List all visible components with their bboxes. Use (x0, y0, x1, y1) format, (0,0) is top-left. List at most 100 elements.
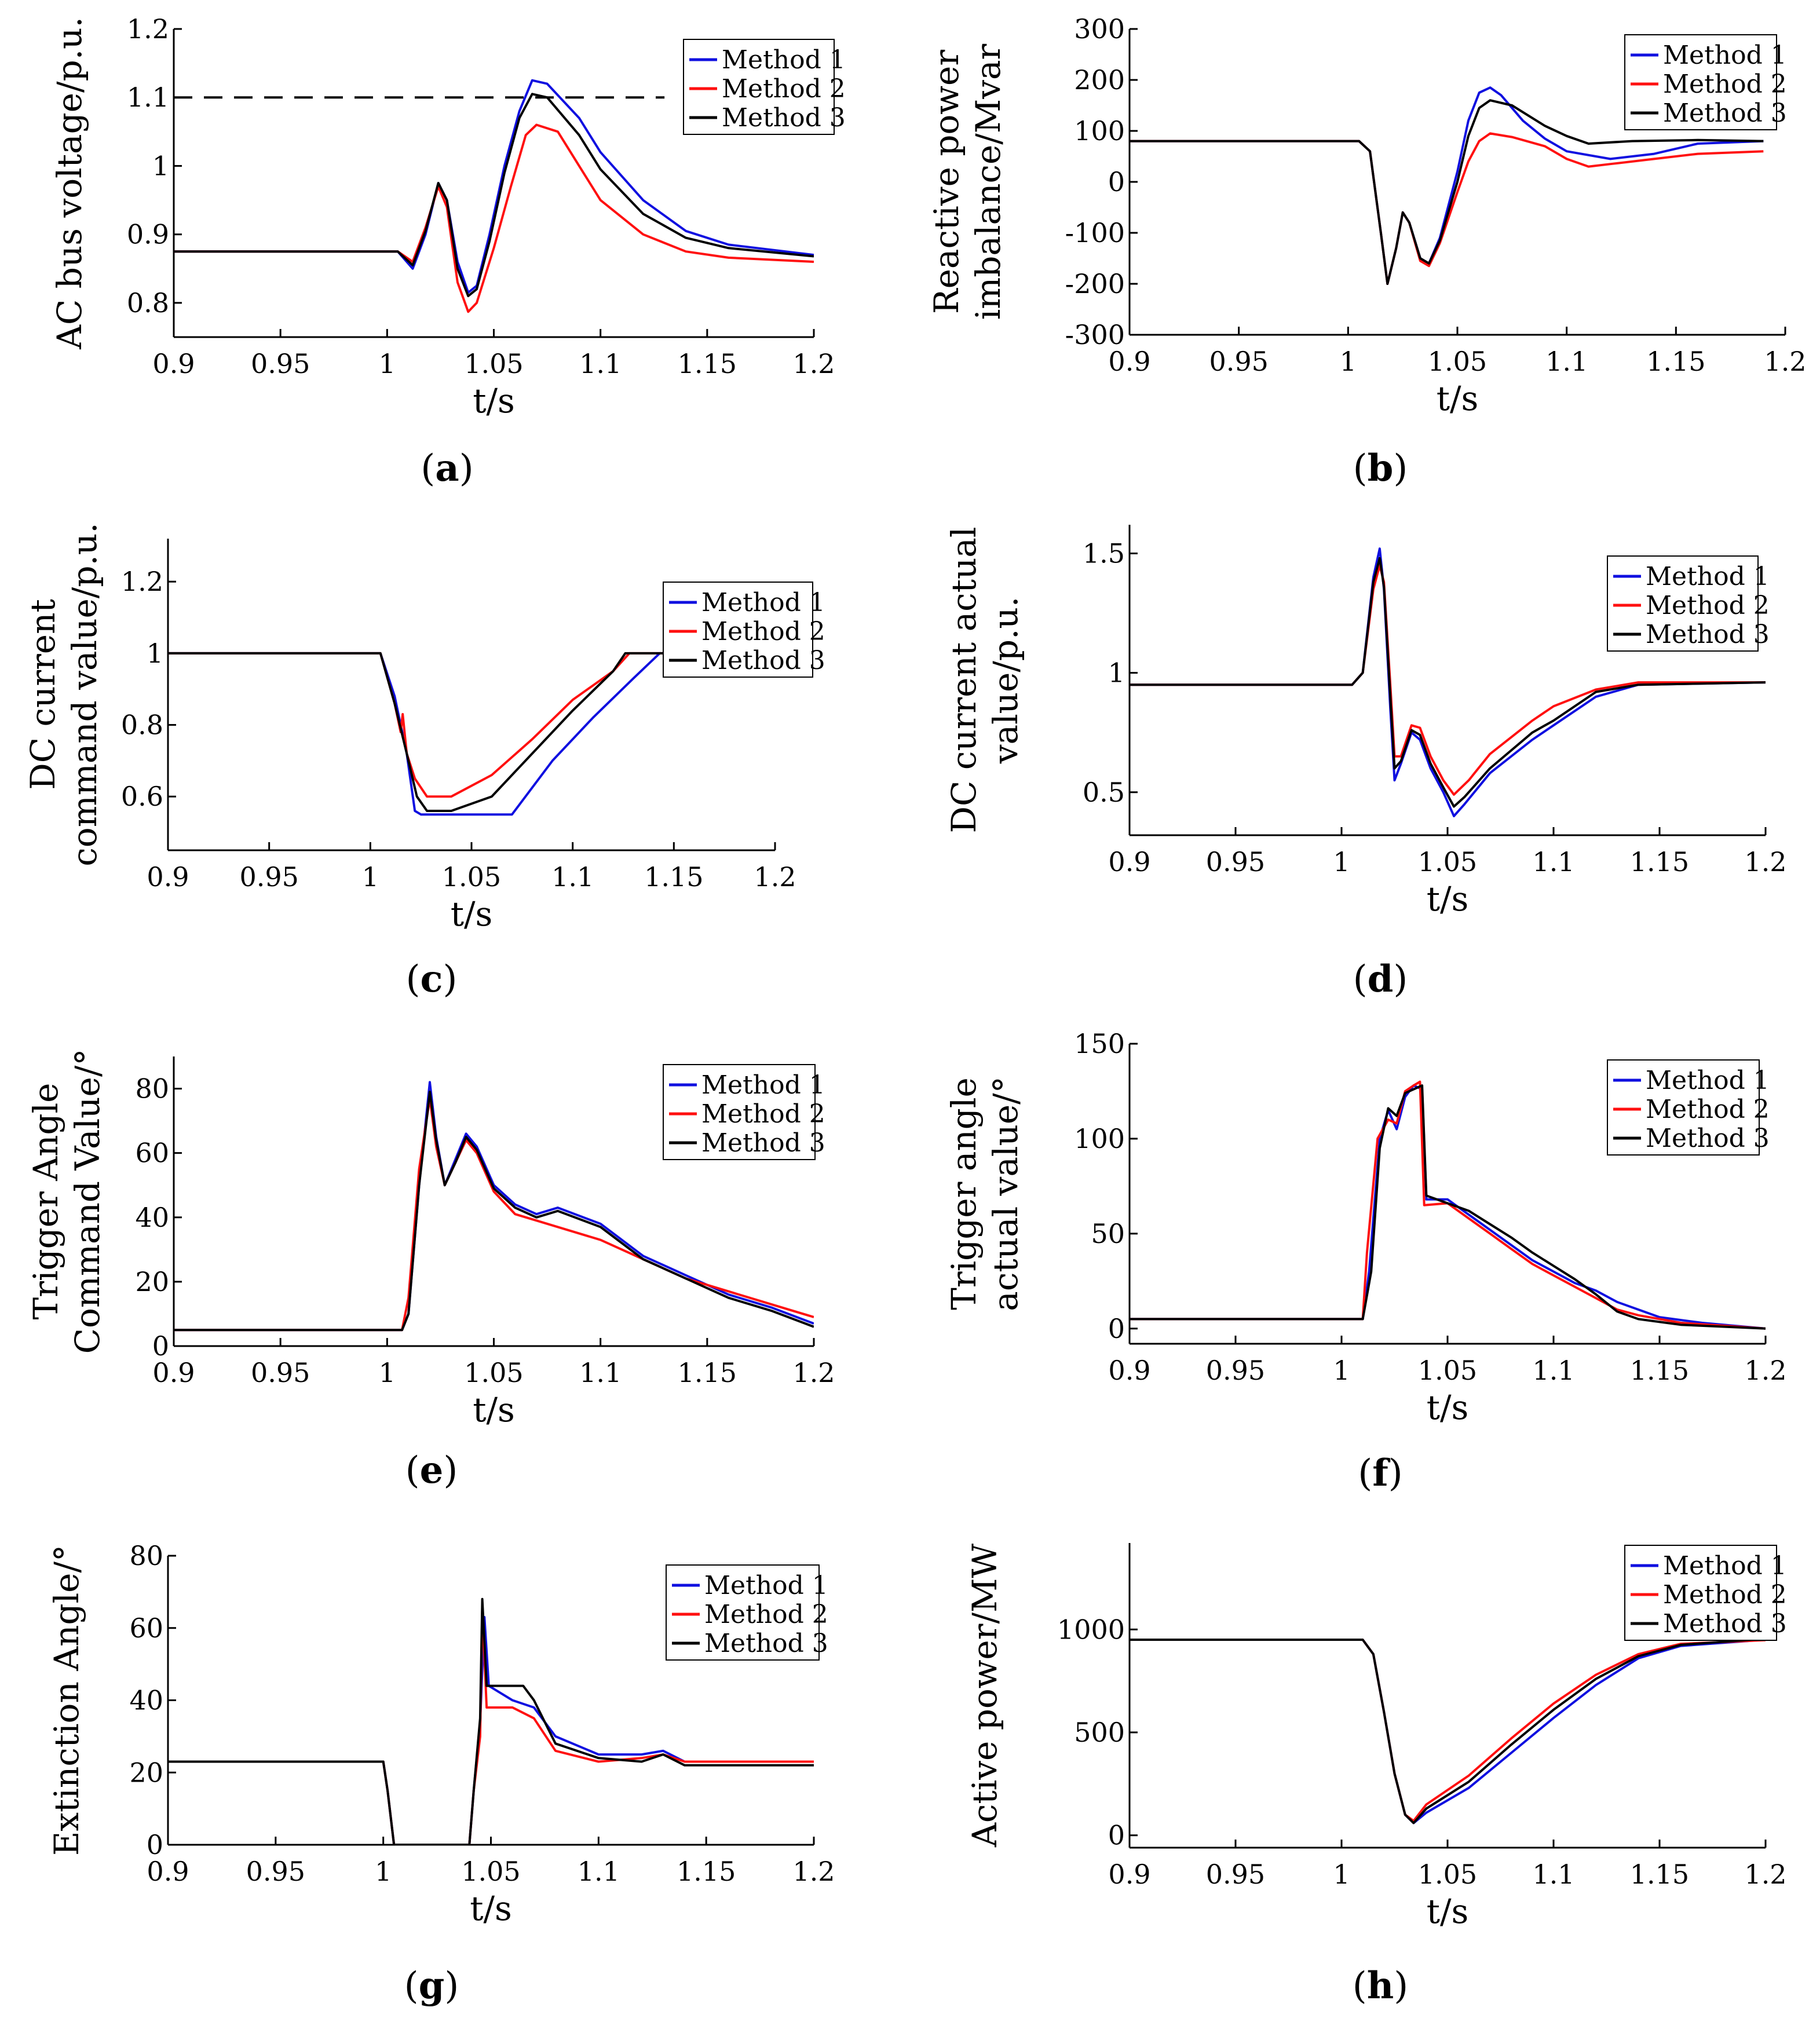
y-axis-label: DC current (23, 599, 63, 790)
legend-entry: Method 2 (701, 1099, 825, 1129)
x-tick-label: 1.1 (579, 1357, 622, 1388)
x-axis-label: t/s (1427, 879, 1469, 919)
series-line-method-3 (168, 1597, 814, 1845)
y-tick-label: 500 (1074, 1717, 1125, 1748)
series-line-method-3 (174, 1091, 814, 1332)
legend-entry: Method 3 (722, 103, 846, 133)
y-tick-label: 40 (129, 1685, 163, 1716)
y-axis-label: actual value/° (986, 1076, 1025, 1311)
series-line-method-3 (1130, 99, 1764, 285)
y-tick-label: 0.8 (121, 710, 163, 741)
legend-entry: Method 1 (1646, 562, 1770, 591)
y-axis-label: Command Value/° (68, 1049, 107, 1354)
y-tick-label: 100 (1074, 1123, 1125, 1154)
legend-entry: Method 1 (701, 1070, 825, 1100)
panel-caption: (g) (404, 1964, 459, 2008)
legend-entry: Method 2 (1646, 1095, 1770, 1124)
y-tick-label: 0.6 (121, 781, 163, 812)
x-axis-label: t/s (473, 381, 515, 421)
legend-entry: Method 2 (701, 617, 825, 646)
chart-d: 0.9 0.95 1 1.05 1.1 1.15 1.2 0.5 1 1.5 t/s DC curre… (944, 525, 1787, 1001)
y-tick-label: -100 (1065, 217, 1125, 248)
y-axis-label: Trigger angle (944, 1077, 984, 1310)
legend-box (1624, 1545, 1777, 1641)
y-tick-label: 300 (1074, 13, 1125, 45)
x-tick-label: 0.9 (1108, 846, 1150, 877)
y-tick-label: 1000 (1057, 1614, 1125, 1645)
y-tick-label: 1 (152, 150, 169, 181)
series-line-method-1 (168, 652, 775, 816)
x-tick-label: 0.95 (251, 348, 310, 379)
y-tick-label: 80 (135, 1073, 169, 1105)
x-tick-label: 0.95 (239, 861, 298, 893)
x-tick-label: 1.1 (1532, 1859, 1574, 1890)
y-tick-label: 200 (1074, 64, 1125, 96)
x-tick-label: 1 (1333, 1355, 1350, 1386)
x-tick-label: 1.15 (1630, 1355, 1689, 1386)
y-tick-label: 100 (1074, 115, 1125, 147)
y-axis-label: AC bus voltage/p.u. (50, 17, 89, 350)
x-tick-label: 1.05 (1428, 346, 1487, 377)
y-tick-label: 1.5 (1083, 538, 1125, 569)
legend-entry: Method 1 (1663, 1551, 1787, 1581)
legend-entry: Method 2 (1646, 591, 1770, 620)
x-tick-label: 1 (1333, 846, 1350, 877)
x-tick-label: 1.1 (1532, 1355, 1574, 1386)
x-tick-label: 1.1 (1532, 846, 1574, 877)
y-tick-label: 1 (147, 638, 163, 669)
legend-entry: Method 3 (701, 1128, 825, 1158)
legend-entry: Method 1 (701, 588, 825, 617)
legend-entry: Method 2 (704, 1600, 828, 1629)
x-axis-label: t/s (451, 894, 493, 934)
legend-entry: Method 2 (1663, 70, 1787, 99)
x-tick-label: 1.1 (551, 861, 594, 893)
x-tick-label: 0.95 (1206, 1355, 1265, 1386)
x-tick-label: 1.1 (578, 1856, 620, 1887)
x-tick-label: 0.9 (147, 1856, 189, 1887)
x-tick-label: 1.05 (464, 348, 523, 379)
x-tick-label: 0.9 (1108, 1859, 1150, 1890)
y-axis-label: Trigger Angle (26, 1083, 65, 1320)
y-tick-label: 20 (129, 1757, 163, 1788)
series-line-method-3 (1130, 1637, 1766, 1824)
x-tick-label: 1.2 (1744, 1355, 1786, 1386)
x-tick-label: 0.95 (1209, 346, 1268, 377)
y-axis-label: imbalance/Mvar (969, 43, 1008, 320)
x-tick-label: 1 (379, 348, 396, 379)
panel-caption: (h) (1353, 1964, 1408, 2008)
y-tick-label: -300 (1065, 319, 1125, 350)
x-tick-label: 0.9 (147, 861, 189, 893)
legend-entry: Method 2 (1663, 1580, 1787, 1610)
y-tick-label: -200 (1065, 268, 1125, 299)
legend-entry: Method 3 (1663, 1609, 1787, 1639)
y-tick-label: 1.2 (121, 566, 163, 597)
series-line-method-3 (174, 93, 814, 298)
x-tick-label: 1.2 (754, 861, 796, 893)
y-tick-label: 0.9 (127, 219, 169, 250)
y-tick-label: 0 (152, 1330, 169, 1362)
x-tick-label: 1.1 (1545, 346, 1588, 377)
x-tick-label: 1.05 (1418, 846, 1477, 877)
legend-entry: Method 1 (1663, 41, 1787, 70)
y-tick-label: 1.2 (127, 13, 169, 45)
x-tick-label: 1 (375, 1856, 392, 1887)
x-tick-label: 1.05 (461, 1856, 520, 1887)
series-line-method-3 (1130, 1084, 1766, 1330)
x-axis-label: t/s (1427, 1388, 1469, 1427)
x-tick-label: 0.95 (251, 1357, 310, 1388)
x-tick-label: 1.15 (678, 348, 737, 379)
y-tick-label: 0 (1108, 1820, 1125, 1851)
x-tick-label: 1.2 (792, 1856, 835, 1887)
chart-b: 0.9 0.95 1 1.05 1.1 1.15 1.2 -300 -200 -100 0 100 20… (927, 13, 1807, 490)
x-tick-label: 1.05 (464, 1357, 523, 1388)
y-axis-label: Extinction Angle/° (47, 1545, 86, 1856)
panel-caption: (b) (1353, 447, 1408, 490)
legend-entry: Method 3 (1663, 98, 1787, 128)
x-tick-label: 1 (1340, 346, 1357, 377)
x-tick-label: 0.9 (1108, 1355, 1150, 1386)
